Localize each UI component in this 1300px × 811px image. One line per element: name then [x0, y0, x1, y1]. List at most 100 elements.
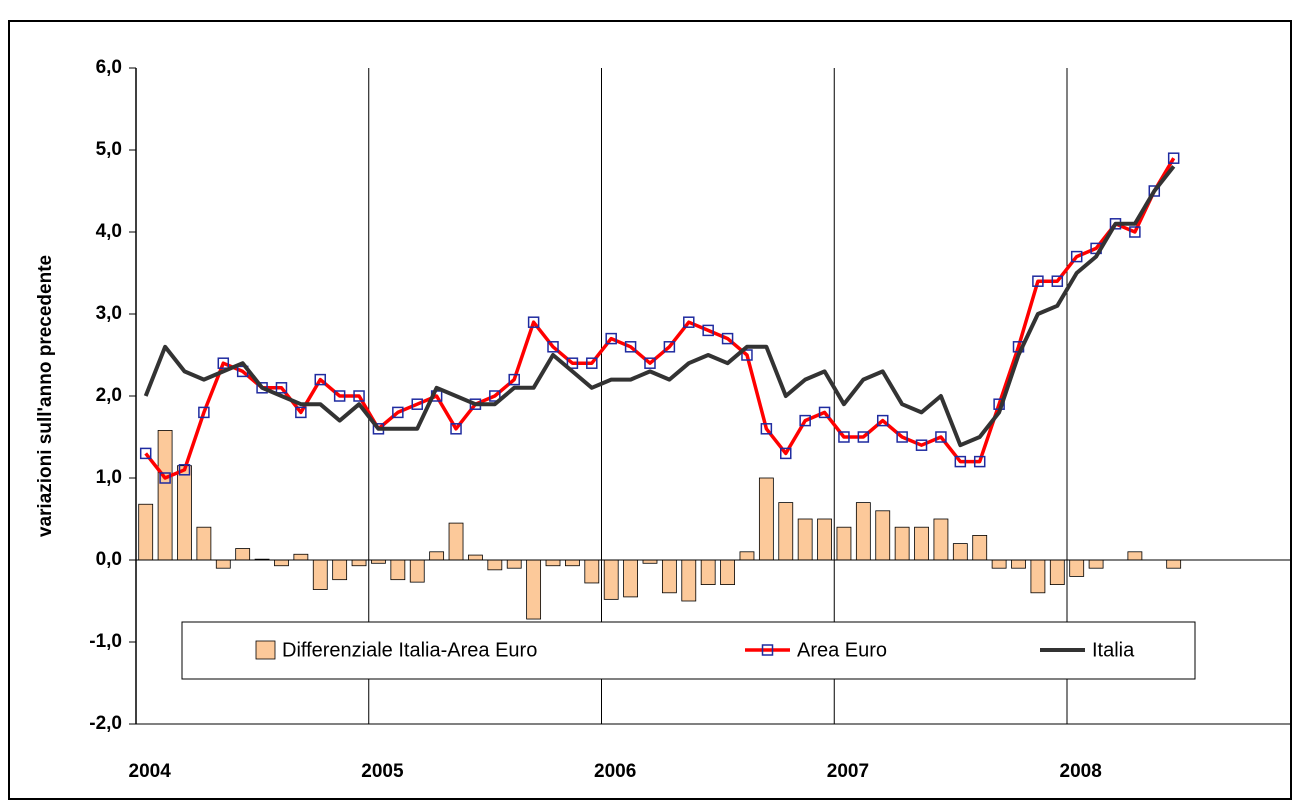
bar: [972, 535, 988, 561]
marker: [450, 423, 462, 435]
marker: [1148, 185, 1161, 197]
bar: [332, 559, 348, 581]
x-tick-label: 2005: [361, 761, 404, 782]
marker: [139, 447, 152, 460]
bar: [157, 430, 173, 561]
marker: [411, 398, 423, 410]
marker: [644, 357, 656, 369]
bar: [1127, 551, 1143, 561]
bar: [215, 559, 231, 569]
bar: [817, 518, 832, 561]
bar: [429, 551, 445, 561]
bar: [720, 559, 735, 586]
chart-frame: [8, 20, 1292, 800]
marker: [1032, 275, 1044, 287]
marker: [624, 341, 637, 353]
bar: [196, 526, 212, 561]
marker: [818, 406, 831, 419]
legend-marker: [761, 644, 774, 656]
marker: [760, 423, 773, 435]
y-tick-label: 2,0: [96, 385, 122, 406]
y-tick-label: 5,0: [96, 139, 122, 160]
marker: [721, 332, 734, 345]
y-tick-label: 1,0: [96, 467, 122, 488]
y-tick-label: 0,0: [96, 549, 122, 570]
marker: [275, 382, 288, 394]
bar: [506, 559, 522, 569]
marker: [605, 332, 617, 345]
marker: [896, 431, 908, 443]
marker: [876, 414, 889, 427]
legend-swatch: [255, 640, 276, 660]
bar: [875, 510, 891, 561]
x-tick-label: 2006: [594, 761, 636, 782]
marker: [1167, 152, 1180, 164]
x-tick-label: 2008: [1060, 761, 1102, 782]
bar: [468, 554, 483, 561]
bar: [1011, 559, 1026, 569]
marker: [353, 390, 365, 402]
bar: [390, 559, 406, 581]
bar: [661, 559, 677, 594]
legend-label: Italia: [1092, 639, 1135, 661]
marker: [683, 316, 695, 328]
marker: [295, 406, 307, 419]
marker: [1051, 275, 1064, 287]
bar: [914, 526, 929, 561]
marker: [198, 406, 210, 419]
bar: [681, 559, 697, 602]
bar: [1049, 559, 1065, 586]
marker: [857, 431, 870, 443]
bar: [177, 465, 192, 561]
bar: [545, 559, 561, 567]
y-tick-label: -1,0: [89, 631, 122, 652]
bar: [565, 559, 580, 567]
bar: [991, 559, 1007, 569]
bar: [235, 548, 251, 561]
marker: [527, 316, 540, 328]
y-tick-label: 3,0: [96, 303, 122, 324]
marker: [508, 373, 520, 386]
marker: [1129, 226, 1141, 238]
marker: [217, 357, 230, 369]
bar: [797, 518, 813, 561]
bar: [409, 559, 425, 583]
marker: [586, 357, 598, 369]
bar: [1069, 559, 1085, 577]
bar: [836, 526, 852, 561]
bar: [1166, 559, 1182, 569]
bar: [952, 543, 968, 561]
line: [143, 165, 1176, 448]
marker: [663, 341, 676, 353]
marker: [780, 447, 792, 460]
legend-label: Differenziale Italia-Area Euro: [282, 639, 537, 661]
marker: [314, 373, 327, 386]
marker: [159, 472, 171, 484]
x-tick-label: 2007: [827, 761, 869, 782]
bar: [855, 502, 871, 561]
bar: [778, 502, 794, 561]
bar: [351, 559, 367, 567]
bar: [138, 503, 154, 561]
marker: [973, 455, 986, 468]
legend-box: [181, 621, 1196, 680]
bar: [526, 559, 542, 620]
bar: [448, 522, 464, 561]
bar: [487, 559, 503, 571]
marker: [799, 414, 811, 427]
marker: [566, 357, 579, 369]
bar: [293, 553, 309, 561]
marker: [838, 431, 850, 443]
bar: [758, 477, 774, 561]
y-axis-label: variazioni sull'anno precedente: [35, 255, 56, 537]
marker: [1070, 250, 1083, 263]
marker: [547, 341, 559, 353]
legend-label: Area Euro: [797, 639, 887, 661]
bar: [1030, 559, 1046, 594]
bar: [739, 551, 755, 561]
bar: [274, 559, 289, 567]
marker: [954, 455, 967, 468]
bar: [584, 559, 600, 584]
bar: [933, 518, 949, 561]
